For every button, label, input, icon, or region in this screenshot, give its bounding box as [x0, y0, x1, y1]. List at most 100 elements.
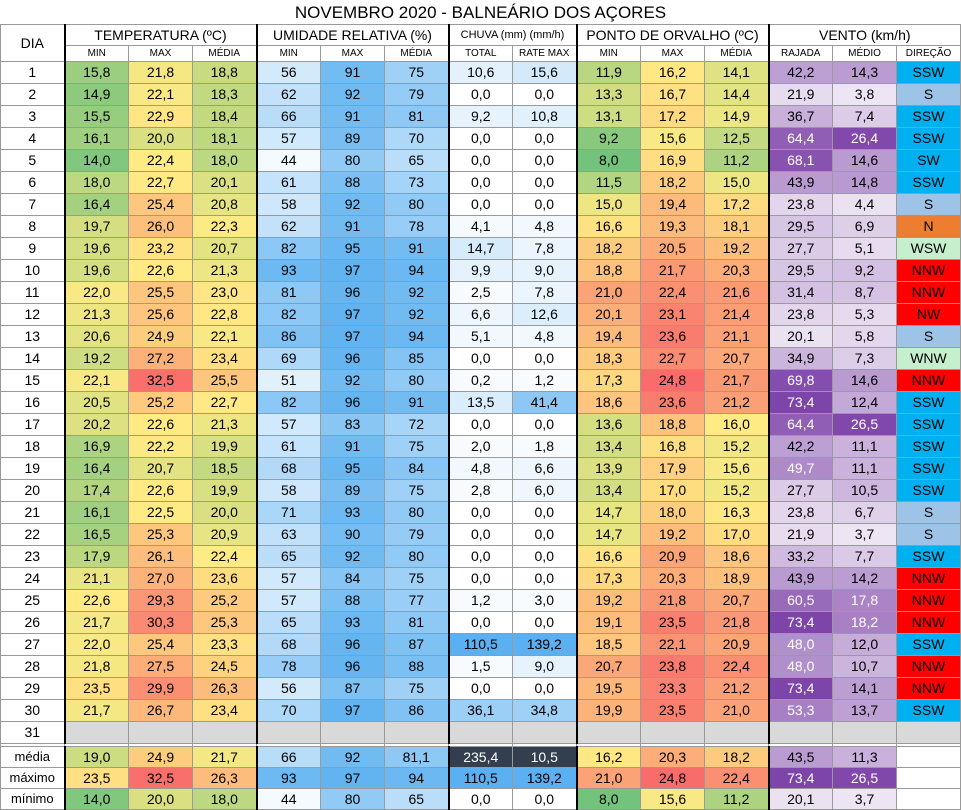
orvalho-max-cell: 21,8: [640, 589, 705, 612]
vento-rajada-cell: 43,9: [767, 171, 833, 194]
vento-medio-cell: 14,2: [832, 567, 897, 590]
umid-media-cell: 75: [384, 677, 449, 700]
summary-orvalho-max-cell: 15,6: [640, 788, 705, 810]
chuva-rate-cell: 0,0: [512, 347, 577, 370]
vento-direcao-cell: SSW: [896, 105, 961, 128]
vento-medio-cell: 3,8: [832, 83, 897, 106]
temp-media-cell: 21,3: [192, 259, 257, 282]
chuva-rate-cell: 9,0: [512, 259, 577, 282]
vento-rajada-cell: 21,9: [767, 523, 833, 546]
umid-min-cell: 57: [255, 127, 321, 150]
vento-rajada-cell: 73,4: [767, 391, 833, 414]
chuva-rate-cell: 0,0: [512, 677, 577, 700]
temp-media-cell: 18,0: [192, 149, 257, 172]
table-row: 26 21,7 30,3 25,3 65 93 81 0,0 0,0 19,1 23,5 21,8 73…: [0, 611, 961, 634]
day-cell: 9: [0, 237, 66, 260]
umid-max-cell: 96: [320, 281, 385, 304]
vento-medio-cell: 6,9: [832, 215, 897, 238]
day-cell: 22: [0, 523, 66, 546]
vento-rajada-cell: 23,8: [767, 303, 833, 326]
umid-max-cell: 96: [320, 655, 385, 678]
umid-media-cell: 81: [384, 105, 449, 128]
day-cell: 29: [0, 677, 66, 700]
vento-medio-cell: 6,7: [832, 501, 897, 524]
vento-direcao-cell: NNW: [896, 281, 961, 304]
vento-direcao-cell: SSW: [896, 479, 961, 502]
vento-rajada-cell: 27,7: [767, 237, 833, 260]
summary-orvalho-media-cell: 18,2: [704, 746, 769, 768]
table-row: 10 19,6 22,6 21,3 93 97 94 9,9 9,0 18,8 21,7 20,3 29…: [0, 259, 961, 282]
vento-rajada-cell: 27,7: [767, 479, 833, 502]
day-cell: 18: [0, 435, 66, 458]
vento-medio-cell: 26,4: [832, 127, 897, 150]
chuva-rate-cell: [512, 721, 577, 744]
vento-direcao-cell: SSW: [896, 545, 961, 568]
day-cell: 10: [0, 259, 66, 282]
chuva-rate-cell: 7,8: [512, 237, 577, 260]
summary-temp-max-cell: 20,0: [128, 788, 193, 810]
temp-min-cell: [63, 721, 129, 744]
orvalho-max-cell: 23,1: [640, 303, 705, 326]
umid-min-cell: 82: [255, 237, 321, 260]
temp-min-cell: 16,5: [63, 523, 129, 546]
temp-media-cell: 21,3: [192, 413, 257, 436]
vento-medio-cell: 11,1: [832, 435, 897, 458]
umid-media-cell: 79: [384, 83, 449, 106]
chuva-rate-cell: 12,6: [512, 303, 577, 326]
vento-direcao-cell: NNW: [896, 567, 961, 590]
umid-media-cell: 87: [384, 633, 449, 656]
temp-min-cell: 19,2: [63, 347, 129, 370]
umid-media-cell: 75: [384, 61, 449, 84]
vento-medio-cell: 14,8: [832, 171, 897, 194]
summary-row: média 19,0 24,9 21,7 66 92 81,1 235,4 10,5 16,2 20…: [0, 746, 961, 768]
orvalho-media-cell: 22,4: [704, 655, 769, 678]
temp-min-cell: 21,7: [63, 699, 129, 722]
summary-row: mínimo 14,0 20,0 18,0 44 80 65 0,0 0,0 8,0 15,6 11,…: [0, 788, 961, 810]
orvalho-media-cell: 14,4: [704, 83, 769, 106]
table-row: 9 19,6 23,2 20,7 82 95 91 14,7 7,8 18,2 20,5 19,2 27…: [0, 237, 961, 260]
umid-max-cell: 95: [320, 457, 385, 480]
summary-orvalho-media-cell: 22,4: [704, 767, 769, 789]
orvalho-max-cell: 23,6: [640, 391, 705, 414]
temp-media-cell: 26,3: [192, 677, 257, 700]
vento-direcao-cell: SSW: [896, 633, 961, 656]
temp-max-cell: 26,7: [128, 699, 193, 722]
umid-min-cell: 81: [255, 281, 321, 304]
temp-min-cell: 22,0: [63, 281, 129, 304]
chuva-total-cell: 9,2: [447, 105, 513, 128]
chuva-total-cell: 14,7: [447, 237, 513, 260]
temp-min-cell: 19,6: [63, 237, 129, 260]
chuva-total-cell: 9,9: [447, 259, 513, 282]
temp-media-cell: 18,4: [192, 105, 257, 128]
umid-media-cell: 65: [384, 149, 449, 172]
orvalho-max-cell: 17,0: [640, 479, 705, 502]
day-cell: 27: [0, 633, 66, 656]
orvalho-min-cell: 21,0: [575, 281, 641, 304]
orvalho-min-cell: 9,2: [575, 127, 641, 150]
chuva-total-cell: 0,0: [447, 611, 513, 634]
orvalho-min-cell: 20,7: [575, 655, 641, 678]
chuva-total-cell: 110,5: [447, 633, 513, 656]
summary-vento-medio-cell: 11,3: [832, 746, 897, 768]
summary-vento-direcao-cell: [896, 788, 961, 810]
day-cell: 26: [0, 611, 66, 634]
umid-media-cell: 72: [384, 413, 449, 436]
chuva-total-cell: 5,1: [447, 325, 513, 348]
orvalho-min-cell: 16,6: [575, 545, 641, 568]
chuva-rate-cell: 0,0: [512, 193, 577, 216]
temp-media-cell: 22,7: [192, 391, 257, 414]
temp-media-cell: 18,3: [192, 83, 257, 106]
day-cell: 25: [0, 589, 66, 612]
day-cell: 4: [0, 127, 66, 150]
table-row: 19 16,4 20,7 18,5 68 95 84 4,8 6,6 13,9 17,9 15,6 49…: [0, 457, 961, 480]
vento-rajada-cell: [767, 721, 833, 744]
weather-table: DIA TEMPERATURA (ºC) UMIDADE RELATIVA (%…: [0, 24, 961, 810]
summary-chuva-total-cell: 0,0: [447, 788, 513, 810]
orvalho-media-cell: 20,7: [704, 589, 769, 612]
day-cell: 5: [0, 149, 66, 172]
day-cell: 19: [0, 457, 66, 480]
temp-media-cell: 22,1: [192, 325, 257, 348]
vento-rajada-cell: 31,4: [767, 281, 833, 304]
vento-medio-cell: [832, 721, 897, 744]
temp-min-cell: 18,0: [63, 171, 129, 194]
